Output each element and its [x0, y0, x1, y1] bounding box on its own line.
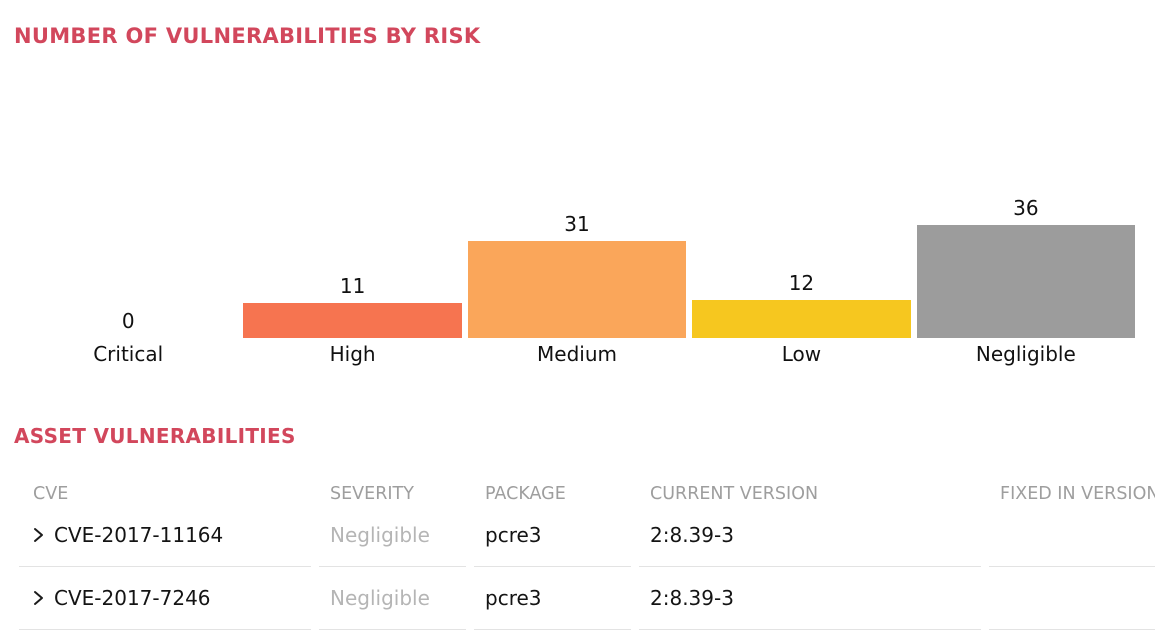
cve-cell: CVE-2017-7246	[19, 567, 311, 630]
chart-bar-medium	[467, 241, 687, 338]
table-row[interactable]: CVE-2017-11164 Negligible pcre3 2:8.39-3	[15, 504, 1155, 567]
vulnerabilities-by-risk-section: NUMBER OF VULNERABILITIES BY RISK 0 11 3…	[0, 24, 1155, 366]
column-header-cve: CVE	[33, 484, 69, 504]
bar-category-low: Low	[781, 342, 822, 366]
bar-slot-low: 12	[689, 272, 913, 338]
chart-title: NUMBER OF VULNERABILITIES BY RISK	[14, 24, 481, 48]
bar-slot-high: 11	[240, 275, 464, 338]
current-version-cell: 2:8.39-3	[639, 504, 981, 567]
severity-cell: Negligible	[319, 567, 466, 630]
chart-bar-negligible	[916, 225, 1136, 338]
bar-category-high: High	[329, 342, 376, 366]
fixed-in-version-cell	[989, 504, 1155, 567]
chart-bar-low	[692, 300, 911, 338]
vulnerabilities-table: CVE SEVERITY PACKAGE CURRENT VERSION FIX…	[15, 484, 1155, 630]
bar-category-negligible: Negligible	[975, 342, 1076, 366]
bar-slot-critical: 0	[16, 310, 240, 338]
column-header-package: PACKAGE	[485, 484, 566, 504]
current-version-cell: 2:8.39-3	[639, 567, 981, 630]
asset-vulnerabilities-section: ASSET VULNERABILITIES CVE SEVERITY PACKA…	[0, 424, 1155, 630]
bar-value-label: 12	[788, 271, 815, 295]
chart-bar-high	[243, 303, 462, 338]
bar-value-label: 0	[121, 309, 135, 333]
bar-value-label: 11	[339, 274, 366, 298]
bar-category-critical: Critical	[93, 342, 164, 366]
table-header-row: CVE SEVERITY PACKAGE CURRENT VERSION FIX…	[15, 484, 1155, 504]
bar-category-labels: Critical High Medium Low Negligible	[16, 338, 1138, 366]
bar-value-label: 36	[1013, 196, 1039, 220]
bar-category-medium: Medium	[537, 342, 617, 366]
column-header-fixed-in-version: FIXED IN VERSION	[1000, 484, 1155, 504]
expand-chevron-icon[interactable]	[33, 527, 44, 543]
table-row[interactable]: CVE-2017-7246 Negligible pcre3 2:8.39-3	[15, 567, 1155, 630]
severity-cell: Negligible	[319, 504, 466, 567]
column-header-current-version: CURRENT VERSION	[650, 484, 819, 504]
bar-value-label: 31	[564, 212, 590, 236]
package-cell: pcre3	[474, 504, 631, 567]
package-cell: pcre3	[474, 567, 631, 630]
expand-chevron-icon[interactable]	[33, 590, 44, 606]
cve-id: CVE-2017-7246	[54, 586, 211, 610]
column-header-severity: SEVERITY	[330, 484, 414, 504]
bar-slot-negligible: 36	[914, 197, 1138, 338]
bar-slot-medium: 31	[465, 213, 689, 338]
cve-id: CVE-2017-11164	[54, 523, 224, 547]
fixed-in-version-cell	[989, 567, 1155, 630]
table-title: ASSET VULNERABILITIES	[14, 424, 296, 448]
bar-chart: 0 11 31 12 36	[16, 88, 1138, 338]
cve-cell: CVE-2017-11164	[19, 504, 311, 567]
